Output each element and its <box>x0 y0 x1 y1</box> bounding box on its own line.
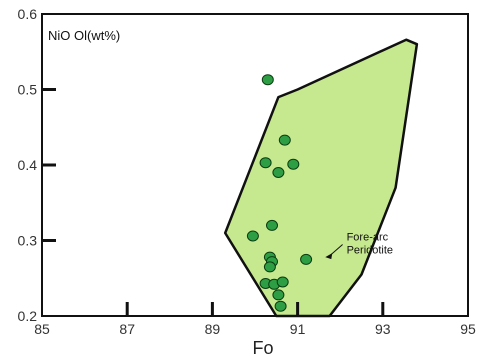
data-points <box>246 74 313 312</box>
field-label: Fore-arc Peridotite <box>347 232 393 257</box>
y-axis-ticks: 0.2 0.3 0.4 0.5 0.6 <box>18 6 56 324</box>
data-point <box>266 219 278 231</box>
x-tick-label: 89 <box>205 321 221 337</box>
x-tick-label: 85 <box>34 321 50 337</box>
data-point <box>287 158 300 170</box>
y-tick-label: 0.2 <box>18 308 38 324</box>
data-point <box>261 74 274 86</box>
x-axis-ticks: 85 87 89 91 93 95 <box>34 302 476 337</box>
data-point <box>272 289 285 301</box>
data-point <box>276 276 289 288</box>
data-point <box>300 253 313 265</box>
x-tick-label: 91 <box>290 321 306 337</box>
x-tick-label: 95 <box>460 321 476 337</box>
x-tick-label: 87 <box>119 321 135 337</box>
data-point <box>272 167 285 178</box>
data-point <box>263 261 276 273</box>
field-label-line: Fore-arc <box>347 232 389 244</box>
y-tick-label: 0.3 <box>18 233 38 249</box>
x-tick-label: 93 <box>375 321 391 337</box>
data-point <box>246 230 259 242</box>
y-tick-label: 0.6 <box>18 6 38 22</box>
data-point <box>259 157 272 169</box>
data-point <box>278 134 291 146</box>
x-axis-label: Fo <box>252 338 273 358</box>
fore-arc-peridotite-field <box>223 38 419 318</box>
field-label-arrowhead <box>325 253 333 260</box>
y-axis-label: NiO Ol(wt%) <box>48 28 120 43</box>
y-tick-label: 0.5 <box>18 82 38 98</box>
data-point <box>274 300 287 312</box>
field-label-line: Peridotite <box>347 245 393 257</box>
y-tick-label: 0.4 <box>18 157 38 173</box>
